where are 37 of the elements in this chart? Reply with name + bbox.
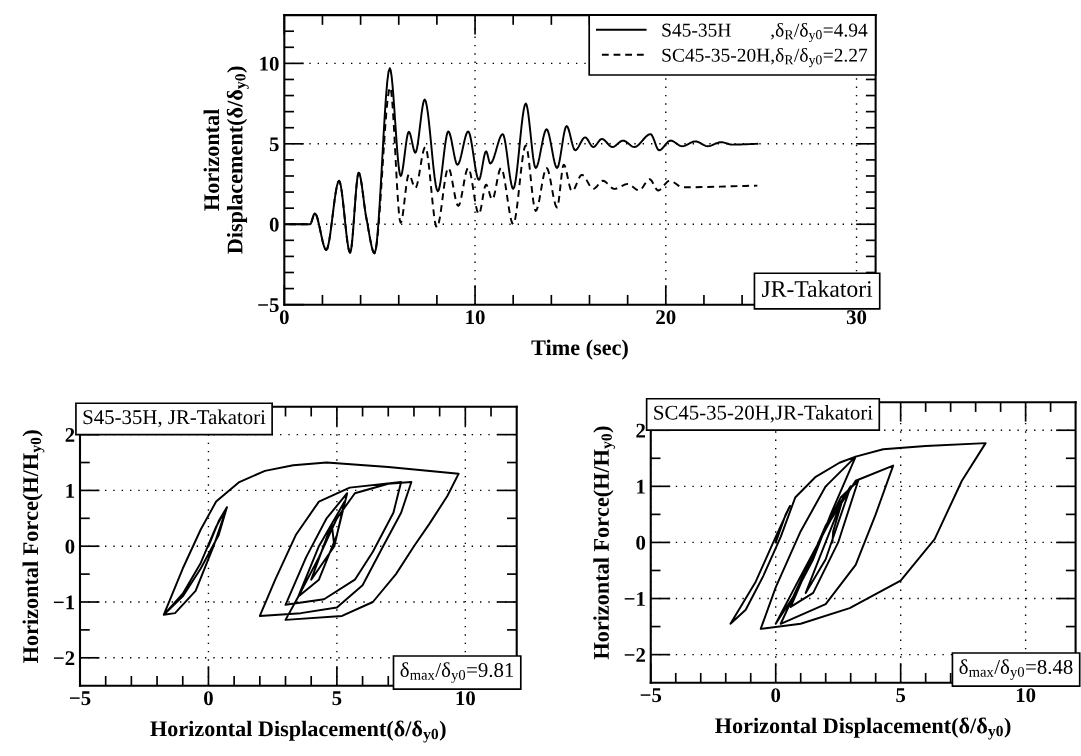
- y-axis-title: Horizontal Displacement(δ/δ$_{y0}$): [203, 66, 249, 254]
- annotation: δ$_{max}$/δ$_{y0}$=9.81: [400, 662, 514, 683]
- y-tick-label: 5: [269, 137, 279, 152]
- legend-label: S45-35H ,δ$_{R}$/δ$_{y0}$=4.94: [662, 22, 868, 43]
- x-tick-label: 20: [656, 310, 676, 325]
- y-tick-label: 2: [65, 428, 75, 442]
- annotation: δ$_{max}$/δ$_{y0}$=8.48: [959, 659, 1073, 680]
- x-tick-label: 5: [332, 691, 342, 706]
- x-axis-title: Time (sec): [531, 339, 628, 360]
- x-axis-title: Horizontal Displacement(δ/δ$_{y0}$): [150, 720, 446, 743]
- x-tick-label: 10: [1016, 688, 1036, 703]
- x-tick-label: 0: [279, 310, 289, 325]
- y-tick-label: −2: [624, 648, 646, 662]
- y-tick-label: 0: [269, 217, 279, 232]
- annotation: JR-Takatori: [762, 280, 873, 297]
- legend-label: SC45-35-20H,δ$_{R}$/δ$_{y0}$=2.27: [662, 47, 868, 68]
- y-tick-label: 0: [65, 539, 75, 554]
- y-tick-label: −1: [624, 592, 645, 606]
- annotation: SC45-35-20H,JR-Takatori: [654, 405, 873, 423]
- x-tick-label: 5: [896, 688, 906, 703]
- x-tick-label: 0: [204, 691, 213, 706]
- y-axis-title: Horizontal Force(H/H$_{y0}$): [22, 430, 45, 663]
- y-tick-label: −5: [258, 298, 279, 313]
- y-tick-label: 1: [66, 483, 75, 498]
- x-tick-label: 10: [456, 691, 475, 706]
- y-tick-label: 0: [636, 535, 646, 550]
- x-axis-title: Horizontal Displacement(δ/δ$_{y0}$): [715, 717, 1011, 740]
- x-tick-label: 10: [466, 310, 485, 325]
- x-tick-label: 30: [846, 310, 867, 325]
- x-tick-label: 0: [771, 688, 781, 703]
- y-tick-label: 1: [637, 479, 645, 494]
- y-tick-label: −1: [53, 595, 75, 610]
- y-axis-title: Horizontal Force(H/H$_{y0}$): [593, 426, 616, 660]
- annotation: S45-35H, JR-Takatori: [83, 409, 266, 428]
- y-tick-label: 10: [260, 56, 279, 71]
- y-tick-label: 2: [636, 423, 646, 438]
- y-tick-label: −2: [53, 651, 75, 666]
